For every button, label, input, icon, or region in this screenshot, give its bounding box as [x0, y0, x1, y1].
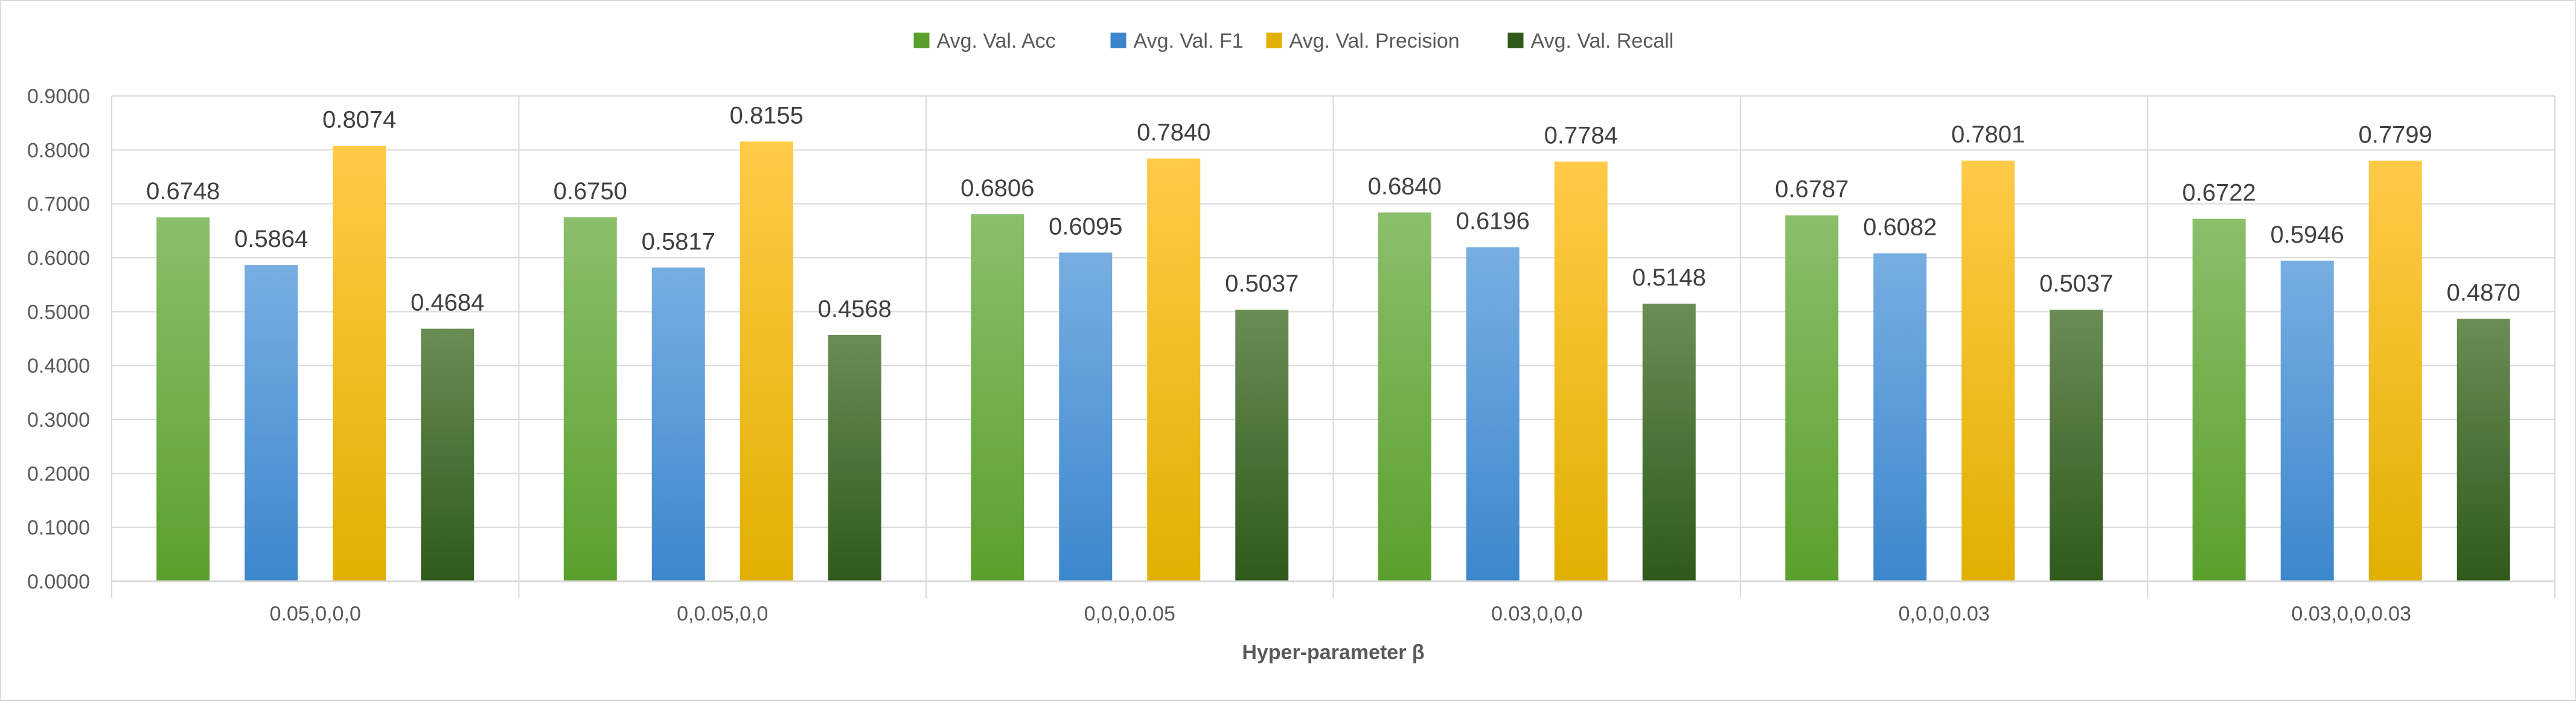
- data-label: 0.4870: [2447, 279, 2520, 306]
- legend-item: Avg. Val. F1: [1110, 30, 1244, 53]
- y-tick-label: 0.2000: [27, 462, 90, 485]
- bar: [1554, 161, 1608, 581]
- bar: [333, 145, 386, 582]
- bar: [1059, 252, 1113, 582]
- legend-swatch: [1110, 33, 1127, 48]
- data-labels: 0.6748 0.5864 0.8074 0.4684 0.6750 0.5817 0.81…: [146, 102, 2520, 322]
- data-label: 0.6840: [1368, 173, 1442, 200]
- x-tick-label: 0.03,0,0,0: [1491, 602, 1582, 625]
- y-axis-ticks: 0.0000 0.1000 0.2000 0.3000 0.4000 0.5000 0.60…: [27, 85, 90, 593]
- legend-label: Avg. Val. F1: [1134, 30, 1244, 53]
- legend-label: Avg. Val. Precision: [1290, 30, 1460, 53]
- y-tick-label: 0.3000: [27, 409, 90, 432]
- legend: Avg. Val. Acc Avg. Val. F1 Avg. Val. Preci…: [913, 30, 1674, 53]
- data-label: 0.6748: [146, 178, 220, 205]
- y-tick-label: 0.7000: [27, 193, 90, 216]
- y-tick-label: 0.5000: [27, 301, 90, 324]
- bar: [2280, 260, 2334, 582]
- bar: [2192, 219, 2246, 581]
- x-tick-label: 0.05,0,0,0: [270, 602, 361, 625]
- data-label: 0.7784: [1544, 123, 1618, 149]
- data-label: 0.5037: [1225, 270, 1299, 297]
- bar: [828, 334, 881, 581]
- data-label: 0.6787: [1775, 176, 1849, 203]
- legend-item: Avg. Val. Acc: [913, 30, 1056, 53]
- data-label: 0.5864: [234, 226, 308, 252]
- bar: [651, 267, 705, 581]
- data-label: 0.6722: [2182, 180, 2256, 206]
- legend-swatch: [1266, 33, 1282, 48]
- data-label: 0.4684: [411, 290, 484, 316]
- x-tick-label: 0,0,0,0.03: [1899, 602, 1990, 625]
- x-tick-label: 0.03,0,0,0.03: [2291, 602, 2411, 625]
- data-label: 0.6750: [554, 178, 627, 205]
- bar: [2050, 310, 2103, 581]
- bar: [156, 217, 210, 581]
- data-label: 0.5037: [2039, 270, 2113, 297]
- data-label: 0.5946: [2271, 222, 2344, 248]
- bar: [740, 141, 793, 581]
- data-label: 0.5817: [642, 228, 715, 255]
- y-tick-label: 0.6000: [27, 247, 90, 270]
- x-axis-title: Hyper-parameter β: [1242, 641, 1424, 664]
- data-label: 0.6082: [1863, 214, 1937, 241]
- category-separators: [111, 96, 2555, 598]
- data-label: 0.4568: [818, 296, 892, 322]
- legend-swatch: [913, 33, 930, 48]
- legend-item: Avg. Val. Recall: [1507, 30, 1674, 53]
- bar: [1961, 161, 2015, 581]
- y-tick-label: 0.8000: [27, 139, 90, 162]
- data-label: 0.6095: [1049, 214, 1122, 240]
- bars: [156, 141, 2510, 582]
- bar: [2368, 161, 2422, 582]
- data-label: 0.8074: [322, 107, 396, 133]
- bar: [1466, 247, 1520, 581]
- bar: [1147, 158, 1201, 581]
- legend-label: Avg. Val. Recall: [1531, 30, 1674, 53]
- bar: [2456, 318, 2510, 581]
- data-label: 0.7801: [1951, 121, 2025, 148]
- bar: [1642, 304, 1696, 581]
- legend-item: Avg. Val. Precision: [1266, 30, 1460, 53]
- bar: [563, 217, 617, 581]
- data-label: 0.6806: [960, 175, 1034, 202]
- bar: [971, 214, 1024, 582]
- y-tick-label: 0.0000: [27, 570, 90, 593]
- x-tick-label: 0,0.05,0,0: [677, 602, 768, 625]
- x-axis-ticks: 0.05,0,0,0 0,0.05,0,0 0,0,0,0.05 0.03,0,0,0…: [270, 602, 2411, 625]
- bar: [1785, 215, 1839, 581]
- y-tick-label: 0.4000: [27, 355, 90, 378]
- bar: [1873, 253, 1927, 581]
- bar: [1378, 212, 1431, 582]
- bar: [421, 328, 475, 581]
- y-tick-label: 0.1000: [27, 517, 90, 540]
- data-label: 0.7799: [2359, 121, 2432, 148]
- y-tick-label: 0.9000: [27, 85, 90, 108]
- legend-swatch: [1507, 33, 1524, 48]
- data-label: 0.8155: [730, 102, 804, 129]
- bar: [244, 265, 298, 582]
- legend-label: Avg. Val. Acc: [937, 30, 1056, 53]
- data-label: 0.6196: [1456, 208, 1530, 234]
- x-tick-label: 0,0,0,0.05: [1084, 602, 1175, 625]
- bar: [1235, 310, 1289, 581]
- data-label: 0.7840: [1137, 120, 1210, 146]
- data-label: 0.5148: [1632, 264, 1706, 291]
